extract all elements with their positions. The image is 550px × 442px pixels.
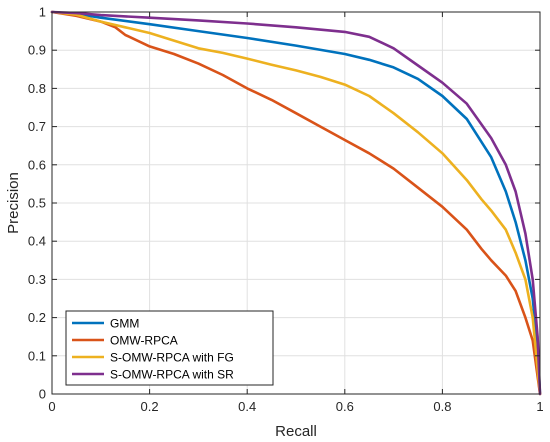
series-line-gmm <box>50 10 542 396</box>
y-tick-label: 0.1 <box>28 348 46 363</box>
x-axis-label: Recall <box>275 423 317 440</box>
series-layer <box>50 10 542 396</box>
legend-label: OMW-RPCA <box>110 334 178 348</box>
legend-label: GMM <box>110 317 139 331</box>
y-tick-label: 0.4 <box>28 234 46 249</box>
legend-label: S-OMW-RPCA with FG <box>110 351 234 365</box>
y-tick-label: 0 <box>39 387 46 402</box>
y-tick-label: 1 <box>39 5 46 20</box>
y-tick-label: 0.8 <box>28 81 46 96</box>
x-tick-label: 1 <box>536 399 543 414</box>
y-tick-label: 0.5 <box>28 196 46 211</box>
x-tick-label: 0.2 <box>141 399 159 414</box>
series-line-s-omw-rpca-with-fg <box>50 10 542 396</box>
legend: GMM OMW-RPCA S-OMW-RPCA with FG S-OMW-RPCA … <box>65 310 274 386</box>
axis-ticks: 0 0.2 0.4 0.6 0.8 1 0 0.1 0.2 0.3 0.4 0.5 0.6 0.7 0.8 0… <box>28 5 544 415</box>
legend-label: S-OMW-RPCA with SR <box>110 368 234 382</box>
y-tick-label: 0.7 <box>28 119 46 134</box>
x-tick-label: 0.8 <box>433 399 451 414</box>
series-line-s-omw-rpca-with-sr <box>50 10 542 396</box>
y-tick-label: 0.9 <box>28 43 46 58</box>
y-tick-label: 0.2 <box>28 310 46 325</box>
y-tick-label: 0.3 <box>28 272 46 287</box>
y-axis-label: Precision <box>5 172 22 234</box>
x-tick-label: 0.4 <box>238 399 256 414</box>
x-tick-label: 0.6 <box>336 399 354 414</box>
series-line-omw-rpca <box>50 10 542 396</box>
y-tick-label: 0.6 <box>28 157 46 172</box>
x-tick-label: 0 <box>48 399 55 414</box>
